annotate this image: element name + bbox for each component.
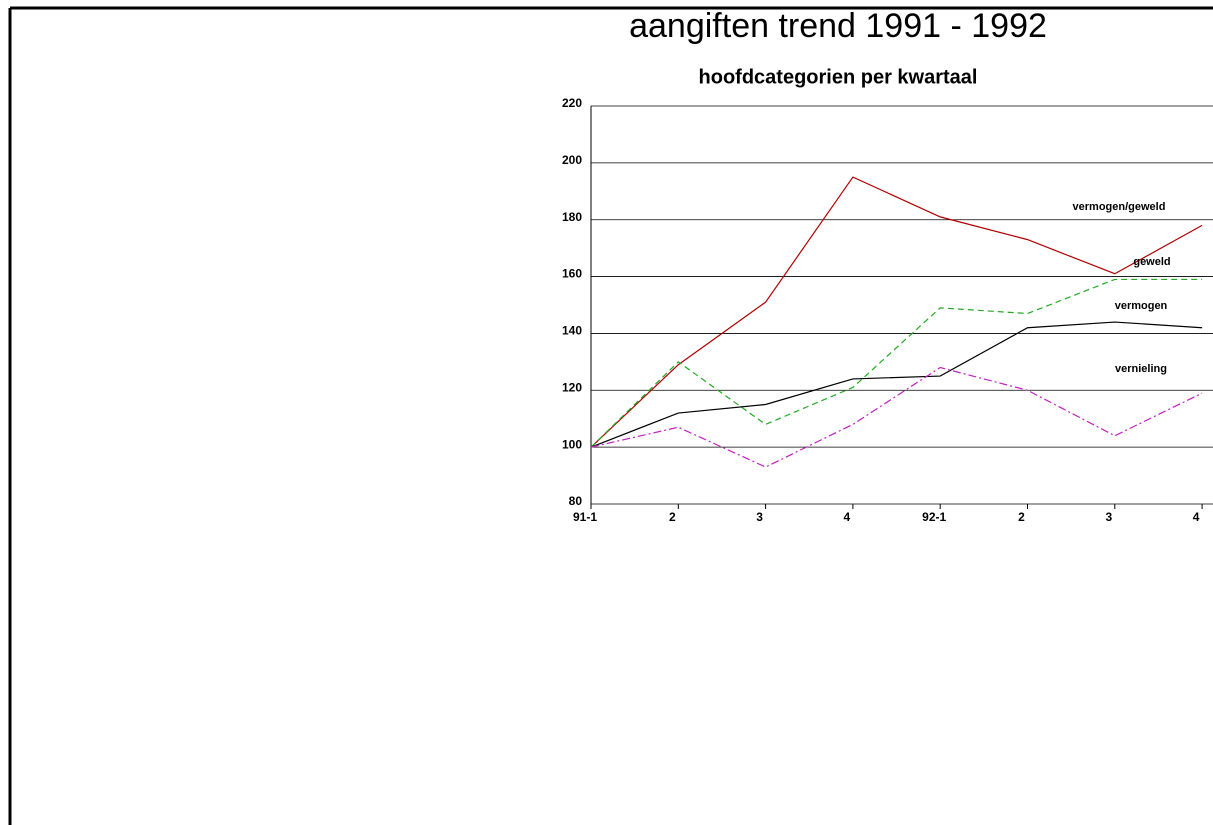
y-tick-label: 200: [562, 153, 582, 167]
x-tick-label: 2: [669, 510, 676, 524]
series-label: vernieling: [1115, 363, 1167, 375]
x-tick-label: 91-1: [573, 510, 597, 524]
x-tick-label: 92-1: [922, 510, 946, 524]
series-label: vermogen/geweld: [1073, 201, 1166, 213]
chart-title: aangiften trend 1991 - 1992: [629, 7, 1047, 45]
series-line: [590, 321, 1203, 448]
chart-subtitle: hoofdcategorien per kwartaal: [699, 66, 978, 88]
series-line: [590, 176, 1203, 448]
y-tick-label: 140: [562, 324, 582, 338]
x-tick-label: 4: [844, 510, 851, 524]
x-tick-label: 3: [1105, 510, 1112, 524]
x-tick-label: 4: [1193, 510, 1200, 524]
y-tick-label: 80: [569, 494, 583, 508]
series-line: [590, 366, 1203, 468]
x-tick-label: 3: [756, 510, 763, 524]
series-label: geweld: [1133, 256, 1170, 268]
series-label: vermogen: [1115, 300, 1168, 312]
y-tick-label: 100: [562, 437, 582, 451]
x-tick-label: 2: [1018, 510, 1025, 524]
y-tick-label: 180: [562, 210, 582, 224]
series-line: [590, 278, 1203, 448]
y-tick-label: 220: [562, 96, 582, 110]
y-tick-label: 120: [562, 380, 582, 394]
y-tick-label: 160: [562, 267, 582, 281]
